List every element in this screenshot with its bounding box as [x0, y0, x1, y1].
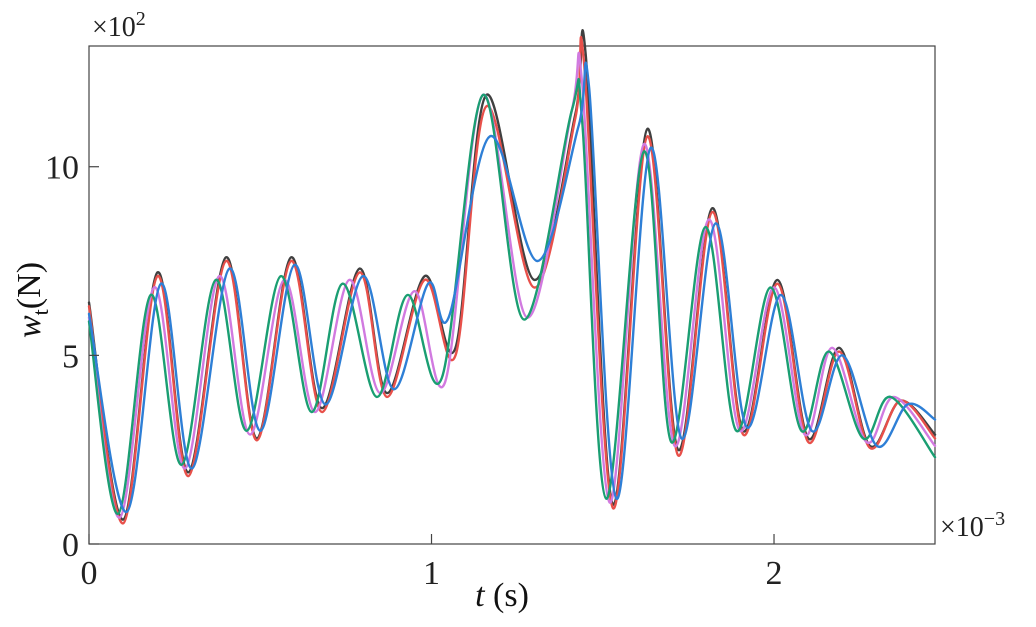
series-line-3: [87, 51, 937, 519]
series-layer: [87, 29, 937, 525]
tick-layer: 0 1 2 0 5 10: [45, 150, 783, 592]
series-line-5: [87, 61, 937, 514]
y-tick-label: 0: [62, 527, 79, 564]
plot-frame: [88, 45, 936, 545]
y-tick-label: 5: [62, 338, 79, 375]
x-multiplier: ×10−3: [940, 508, 1005, 543]
x-tick-label: 0: [81, 555, 98, 592]
x-tick-label: 2: [766, 555, 783, 592]
series-line-4: [87, 77, 937, 516]
y-multiplier: ×102: [92, 8, 146, 43]
x-axis-label: t (s): [475, 577, 529, 614]
x-tick-label: 1: [423, 555, 440, 592]
series-line-2: [87, 36, 937, 525]
y-axis-label: wt(N): [11, 262, 53, 338]
y-tick-label: 10: [45, 150, 79, 187]
